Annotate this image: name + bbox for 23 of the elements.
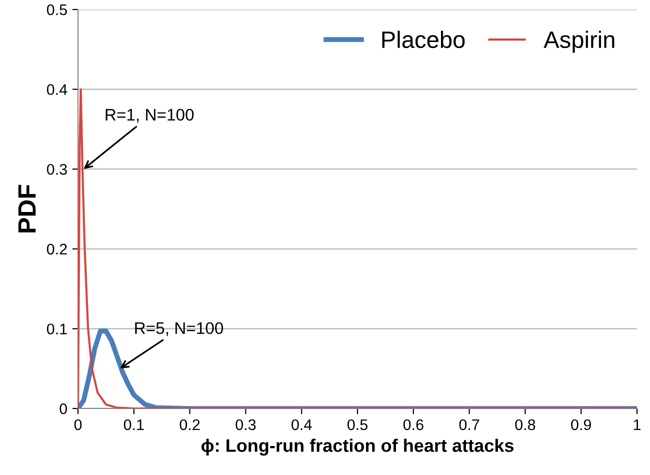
x-tick-label: 0.2 [180,419,200,430]
x-tick-label: 0.6 [403,419,424,430]
x-tick-label: 0.4 [292,419,312,430]
y-tick-label: 0.5 [46,4,67,16]
x-tick-label: 0.9 [571,419,591,430]
y-tick-label: 0.3 [46,164,67,175]
x-tick-label: 0.1 [124,419,144,430]
legend-label: Aspirin [544,30,614,53]
y-tick-label: 0.1 [46,324,67,334]
y-tick-label: 0.4 [46,84,68,95]
x-axis-title: ϕ: Long-run fraction of heart attacks [201,438,514,456]
y-tick-label: 0 [60,403,67,414]
x-tick-label: 0 [74,419,82,430]
x-tick-label: 0.5 [347,419,368,430]
y-tick-label: 0.2 [46,244,67,255]
x-tick-label: 1 [634,419,641,430]
x-tick-label: 0.7 [459,419,480,430]
legend-label: Placebo [382,30,465,48]
y-axis-title: PDF [18,184,36,232]
annotation: R=5, N=100 [135,322,224,336]
x-tick-label: 0.8 [515,419,536,430]
annotation: R=1, N=100 [106,108,194,123]
x-tick-label: 0.3 [236,419,256,430]
